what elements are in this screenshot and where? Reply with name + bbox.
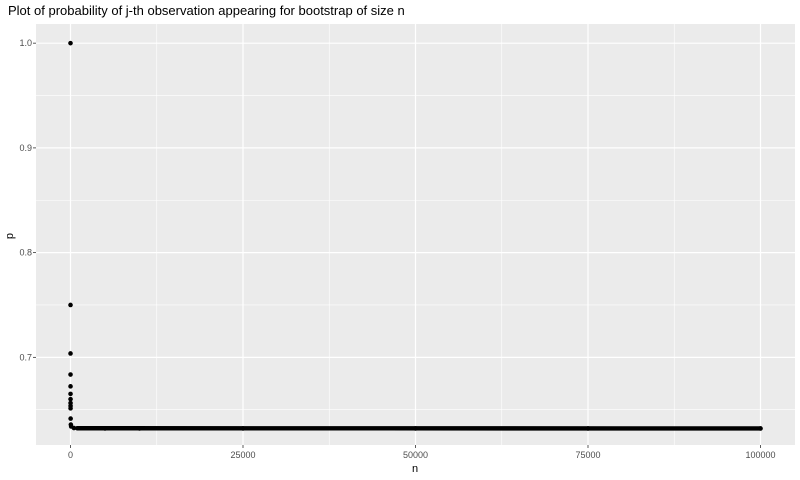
data-point <box>68 372 73 377</box>
x-tick-label: 25000 <box>230 450 255 460</box>
chart-title: Plot of probability of j-th observation … <box>8 3 405 18</box>
data-point <box>240 426 246 431</box>
data-point <box>68 384 73 389</box>
x-axis-ticks: 0 25000 50000 75000 100000 <box>68 445 776 460</box>
data-point <box>413 426 418 431</box>
data-point <box>68 391 73 397</box>
y-tick-label: 0.8 <box>19 248 32 258</box>
data-point <box>68 40 73 46</box>
y-axis-ticks: 0.7 0.8 0.9 1.0 <box>19 38 36 362</box>
y-tick-label: 0.7 <box>19 352 32 362</box>
data-point <box>71 425 77 431</box>
data-point <box>68 302 73 308</box>
data-point <box>585 426 591 431</box>
grid-major <box>36 24 795 445</box>
data-point <box>68 396 73 402</box>
data-point <box>68 351 73 356</box>
data-point <box>68 406 73 411</box>
data-points <box>68 40 763 431</box>
x-tick-label: 75000 <box>575 450 600 460</box>
y-tick-label: 1.0 <box>19 38 32 48</box>
x-axis-title: n <box>412 463 418 475</box>
x-tick-label: 100000 <box>745 450 775 460</box>
data-point <box>102 426 108 431</box>
data-point <box>75 425 80 431</box>
y-axis-title: p <box>4 233 16 239</box>
x-tick-label: 0 <box>68 450 73 460</box>
data-point <box>137 426 142 431</box>
data-point <box>758 426 763 431</box>
x-tick-label: 50000 <box>403 450 428 460</box>
y-tick-label: 0.9 <box>19 143 32 153</box>
data-point <box>68 416 73 421</box>
